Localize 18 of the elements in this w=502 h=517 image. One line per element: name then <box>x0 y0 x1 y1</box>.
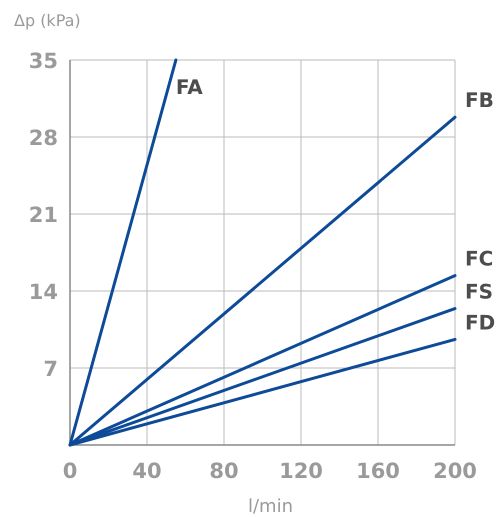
y-tick-label: 28 <box>28 126 58 150</box>
series-label: FD <box>465 310 496 334</box>
y-tick-label: 35 <box>28 49 58 73</box>
y-tick-label: 14 <box>28 280 58 304</box>
x-tick-label: 40 <box>132 459 162 483</box>
x-axis-title: l/min <box>248 496 294 517</box>
x-tick-label: 0 <box>62 459 78 483</box>
series-label: FA <box>176 75 204 99</box>
y-tick-label: 7 <box>43 357 58 381</box>
x-tick-label: 200 <box>433 459 477 483</box>
x-tick-label: 160 <box>356 459 400 483</box>
x-tick-label: 80 <box>209 459 239 483</box>
series-label: FC <box>465 246 494 271</box>
x-tick-label: 120 <box>279 459 323 483</box>
series-label: FS <box>465 280 494 304</box>
series-label: FB <box>465 88 494 112</box>
y-axis-title: Δp (kPa) <box>14 11 81 30</box>
y-tick-label: 21 <box>28 203 58 227</box>
